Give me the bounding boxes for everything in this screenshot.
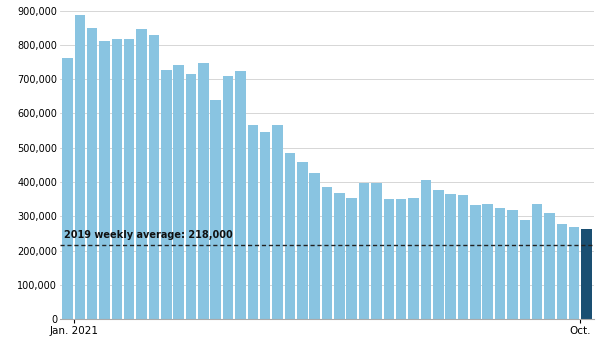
Bar — [532, 204, 542, 319]
Bar — [396, 199, 406, 319]
Bar — [310, 173, 320, 319]
Bar — [445, 194, 456, 319]
Bar — [346, 198, 357, 319]
Bar — [458, 195, 468, 319]
Bar — [74, 15, 85, 319]
Bar — [383, 199, 394, 319]
Bar — [421, 180, 431, 319]
Bar — [248, 125, 258, 319]
Bar — [581, 230, 592, 319]
Bar — [569, 227, 580, 319]
Bar — [124, 39, 134, 319]
Bar — [359, 183, 370, 319]
Bar — [260, 132, 271, 319]
Bar — [334, 193, 344, 319]
Bar — [507, 210, 518, 319]
Bar — [99, 41, 110, 319]
Bar — [186, 74, 196, 319]
Bar — [235, 71, 246, 319]
Bar — [495, 207, 505, 319]
Bar — [482, 204, 493, 319]
Bar — [161, 69, 172, 319]
Bar — [284, 153, 295, 319]
Bar — [198, 63, 209, 319]
Bar — [520, 219, 530, 319]
Bar — [211, 100, 221, 319]
Bar — [557, 224, 567, 319]
Bar — [322, 187, 332, 319]
Bar — [470, 205, 481, 319]
Bar — [433, 190, 443, 319]
Bar — [371, 183, 382, 319]
Bar — [297, 162, 308, 319]
Bar — [149, 34, 159, 319]
Text: 2019 weekly average: 218,000: 2019 weekly average: 218,000 — [64, 230, 232, 240]
Bar — [62, 58, 73, 319]
Bar — [136, 29, 147, 319]
Bar — [408, 198, 419, 319]
Bar — [272, 125, 283, 319]
Bar — [544, 213, 555, 319]
Bar — [112, 39, 122, 319]
Bar — [223, 76, 233, 319]
Bar — [173, 65, 184, 319]
Bar — [87, 28, 97, 319]
